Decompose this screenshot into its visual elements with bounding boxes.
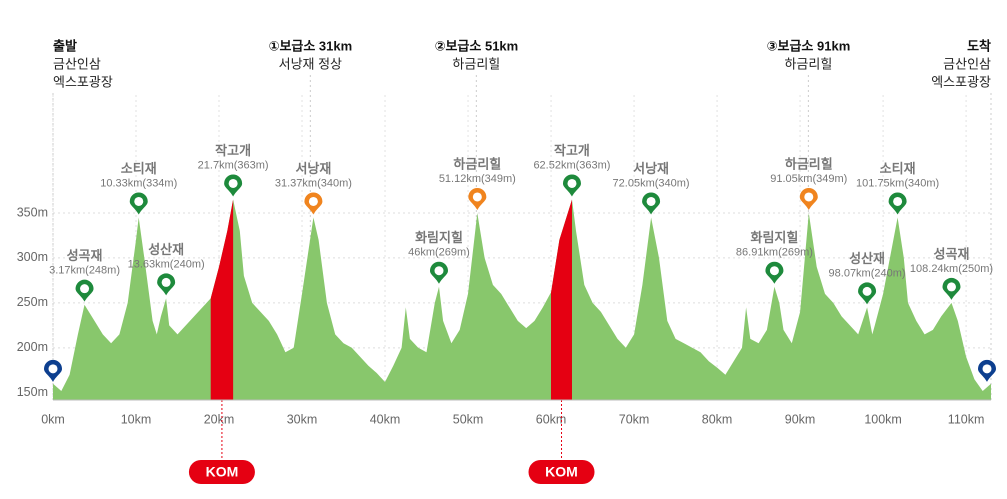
station-text: 하금리힐	[452, 56, 500, 71]
station-text: 하금리힐	[784, 56, 832, 71]
marker-pin	[562, 174, 581, 197]
marker-pin	[799, 187, 818, 210]
pin-hole	[769, 266, 779, 276]
marker-label: 51.12km(349m)	[439, 173, 516, 185]
x-tick-label: 40km	[370, 412, 401, 426]
marker-label: 13.63km(240m)	[128, 258, 205, 270]
kom-area	[210, 199, 234, 400]
station-text: 금산인삼	[943, 56, 991, 71]
marker-name: 작고개	[215, 143, 251, 158]
marker-label: 21.7km(363m)	[198, 159, 269, 171]
kom-label: KOM	[206, 464, 239, 480]
station-text: 금산인삼	[53, 56, 101, 71]
x-tick-label: 30km	[287, 412, 318, 426]
station-text: ②보급소 51km	[434, 38, 518, 53]
x-tick-label: 90km	[785, 412, 816, 426]
station-text: 도착	[967, 38, 991, 53]
pin-hole	[982, 364, 992, 374]
marker-name: 서낭재	[633, 161, 669, 176]
marker-name: 소티재	[880, 161, 916, 176]
x-tick-label: 10km	[121, 412, 152, 426]
pin-hole	[472, 192, 482, 202]
marker-label: 62.52km(363m)	[533, 159, 610, 171]
pin-hole	[434, 266, 444, 276]
marker-name: 성산재	[148, 242, 184, 257]
marker-label: 86.91km(269m)	[736, 247, 813, 259]
y-tick-label: 300m	[17, 250, 48, 264]
station-text: ①보급소 31km	[268, 38, 352, 53]
marker-name: 성산재	[849, 251, 885, 266]
marker-name: 성곡재	[934, 246, 970, 261]
marker-label: 72.05km(340m)	[613, 177, 690, 189]
x-tick-label: 70km	[619, 412, 650, 426]
marker-label: 10.33km(334m)	[100, 177, 177, 189]
kom-label: KOM	[545, 464, 578, 480]
marker-name: 성곡재	[67, 248, 103, 263]
marker-name: 하금리힐	[785, 156, 833, 171]
end-pin	[978, 359, 996, 382]
x-tick-label: 110km	[948, 412, 985, 426]
marker-name: 소티재	[121, 161, 157, 176]
pin-hole	[308, 196, 318, 206]
station-text: ③보급소 91km	[767, 38, 851, 53]
pin-hole	[646, 196, 656, 206]
x-tick-label: 80km	[702, 412, 733, 426]
start-pin	[44, 359, 62, 382]
marker-label: 108.24km(250m)	[910, 263, 993, 275]
marker-pin	[224, 174, 243, 197]
marker-pin	[642, 192, 661, 215]
x-tick-label: 60km	[536, 412, 567, 426]
marker-name: 화림지힐	[415, 230, 463, 245]
pin-hole	[228, 178, 238, 188]
pin-hole	[946, 282, 956, 292]
pin-hole	[48, 364, 58, 374]
marker-label: 91.05km(349m)	[770, 173, 847, 185]
pin-hole	[862, 286, 872, 296]
marker-label: 98.07km(240m)	[829, 267, 906, 279]
marker-pin	[942, 277, 961, 300]
x-tick-label: 50km	[453, 412, 484, 426]
marker-label: 46km(269m)	[408, 247, 470, 259]
x-tick-label: 20km	[204, 412, 235, 426]
station-text: 서낭재 정상	[279, 56, 342, 71]
marker-label: 31.37km(340m)	[275, 177, 352, 189]
station-text: 출발	[53, 38, 77, 53]
elevation-area	[53, 199, 991, 400]
marker-pin	[429, 261, 448, 284]
kom-badge	[188, 460, 255, 484]
kom-badge	[528, 460, 595, 484]
marker-label: 101.75km(340m)	[856, 177, 939, 189]
x-tick-label: 100km	[864, 412, 902, 426]
marker-name: 서낭재	[295, 161, 331, 176]
marker-name: 작고개	[554, 143, 590, 158]
marker-pin	[888, 192, 907, 215]
x-tick-label: 0km	[41, 412, 65, 426]
pin-hole	[80, 284, 90, 294]
marker-name: 하금리힐	[453, 156, 501, 171]
y-tick-label: 250m	[17, 295, 48, 309]
station-text: 엑스포광장	[931, 74, 991, 89]
pin-hole	[804, 192, 814, 202]
y-tick-label: 150m	[17, 385, 48, 399]
pin-hole	[567, 178, 577, 188]
station-text: 엑스포광장	[53, 74, 113, 89]
marker-pin	[858, 282, 877, 305]
pin-hole	[161, 277, 171, 287]
marker-pin	[468, 187, 487, 210]
marker-pin	[129, 192, 148, 215]
marker-label: 3.17km(248m)	[49, 265, 120, 277]
kom-area	[551, 199, 572, 400]
y-tick-label: 350m	[17, 205, 48, 219]
marker-pin	[75, 279, 94, 302]
marker-name: 화림지힐	[751, 230, 799, 245]
y-tick-label: 200m	[17, 340, 48, 354]
pin-hole	[134, 196, 144, 206]
marker-pin	[765, 261, 784, 284]
marker-pin	[304, 192, 323, 215]
pin-hole	[893, 196, 903, 206]
marker-pin	[157, 273, 176, 296]
